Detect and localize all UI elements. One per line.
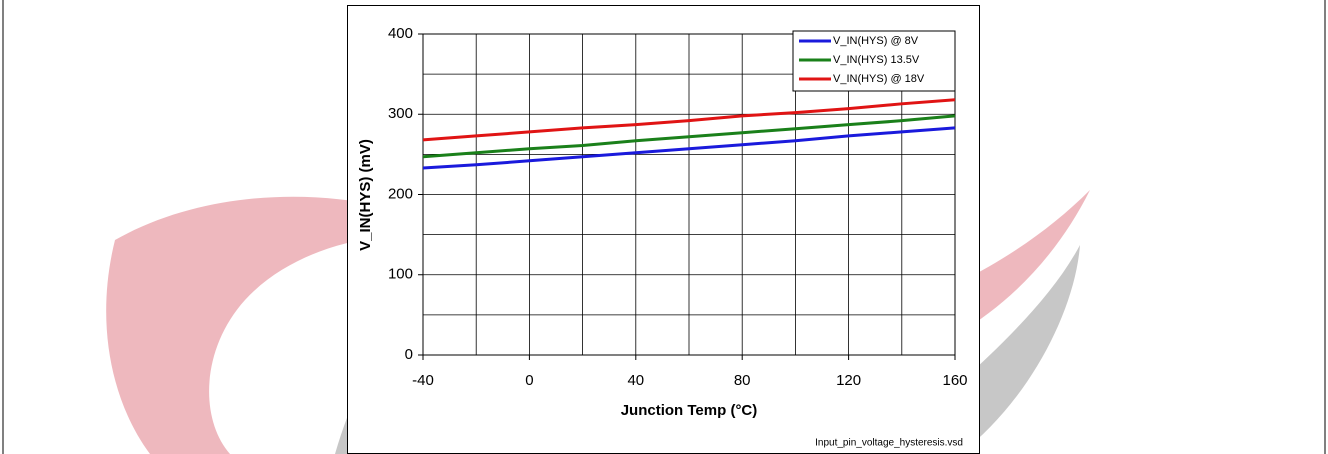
legend-label: V_IN(HYS) @ 18V (833, 73, 925, 85)
x-axis-title: Junction Temp (°C) (621, 402, 758, 419)
legend-label: V_IN(HYS) 13.5V (833, 54, 920, 66)
y-tick-label: 100 (388, 266, 413, 283)
y-axis-title: V_IN(HYS) (mV) (357, 139, 374, 251)
data-line (422, 126, 956, 170)
x-tick-label: 0 (525, 372, 533, 389)
x-tick-label: -40 (412, 372, 434, 389)
x-tick-label: 40 (627, 372, 644, 389)
y-tick-label: 0 (405, 346, 413, 363)
y-tick-label: 300 (388, 105, 413, 122)
x-tick-label: 160 (942, 372, 967, 389)
legend-label: V_IN(HYS) @ 8V (833, 35, 919, 47)
data-line (422, 98, 956, 142)
footnote: Input_pin_voltage_hysteresis.vsd (815, 438, 963, 449)
y-tick-label: 400 (388, 25, 413, 42)
x-tick-label: 80 (734, 372, 751, 389)
data-line (422, 114, 956, 159)
y-tick-label: 200 (388, 185, 413, 202)
x-tick-label: 120 (836, 372, 861, 389)
